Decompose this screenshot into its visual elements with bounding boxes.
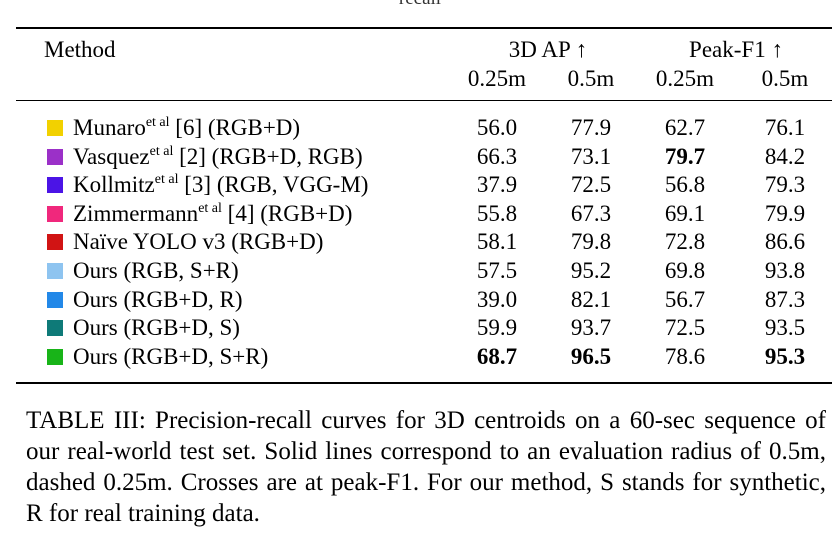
table-cell: 66.3 [476,143,518,169]
method-name-superscript: et al [149,143,174,159]
table-cell: 58.1 [476,229,518,255]
method-name: Naïve YOLO v3 (RGB+D) [73,229,323,255]
table-cell: 56.7 [664,286,706,312]
table-top-rule [16,27,832,29]
table-cell: 79.8 [570,229,612,255]
table-cell: 78.6 [664,343,706,369]
method-name-text: Munaro [73,115,146,140]
table-cell: 39.0 [476,286,518,312]
legend-swatch [47,348,63,365]
table-cell: 72.8 [664,229,706,255]
ap-group-header: 3D AP ↑ [508,37,588,62]
method-name-detail: [6] (RGB+D) [169,115,301,140]
table-cell: 68.7 [476,343,518,369]
legend-swatch [47,291,63,308]
method-name-detail: [2] (RGB+D, RGB) [173,143,363,169]
table-cell: 56.0 [476,115,518,140]
table-cell: 37.9 [476,172,518,198]
table-cell: 72.5 [664,315,706,341]
table-bottom-rule [16,382,832,384]
table-cell: 55.8 [476,200,518,226]
method-name-detail: [3] (RGB, VGG-M) [178,172,369,198]
method-name: Vasquezet al [2] (RGB+D, RGB) [73,144,363,170]
table-cell: 67.3 [570,200,612,226]
method-name-superscript: et al [154,172,179,188]
method-name: Kollmitzet al [3] (RGB, VGG-M) [73,172,368,198]
method-column-header: Method [44,37,116,62]
table-cell: 93.5 [764,315,806,341]
table-cell: 62.7 [664,115,706,140]
method-name-text: Ours (RGB, S+R) [73,258,239,283]
figure-axis-label-fragment: recall [0,0,840,10]
method-name: Ours (RGB, S+R) [73,258,239,284]
table-cell: 87.3 [764,286,806,312]
legend-swatch [47,263,63,279]
table-cell: 84.2 [764,143,806,169]
method-name: Ours (RGB+D, S+R) [73,344,268,370]
table-cell: 72.5 [570,172,612,198]
legend-swatch [47,234,63,251]
method-name: Ours (RGB+D, R) [73,287,243,313]
table-caption: TABLE III: Precision-recall curves for 3… [26,407,826,527]
f1-group-header: Peak-F1 ↑ [689,37,783,62]
f1-025-header: 0.25m [655,66,715,91]
table-cell: 56.8 [664,172,706,198]
table-cell: 73.1 [570,143,612,169]
method-name: Ours (RGB+D, S) [73,315,240,341]
table-header-rule [16,100,832,101]
method-name-text: Ours (RGB+D, S) [73,315,240,341]
f1-05-header: 0.5m [761,66,809,91]
ap-025-header: 0.25m [467,66,527,91]
method-name-text: Naïve YOLO v3 (RGB+D) [73,229,324,255]
method-name-detail: [4] (RGB+D) [221,200,353,226]
table-cell: 79.7 [664,143,706,169]
table-cell: 86.6 [764,229,806,255]
method-name-text: Ours (RGB+D, S+R) [73,343,269,369]
method-name-superscript: et al [145,115,170,130]
table-cell: 79.9 [764,200,806,226]
table-cell: 79.3 [764,172,806,198]
method-name-text: Zimmermann [73,200,199,226]
legend-swatch [47,148,63,165]
method-name: Zimmermannet al [4] (RGB+D) [73,201,352,227]
table-cell: 93.7 [570,315,612,341]
table-cell: 93.8 [764,258,806,283]
table-cell: 95.3 [764,343,806,369]
method-name-text: Ours (RGB+D, R) [73,286,243,312]
table-cell: 59.9 [476,315,518,341]
ap-05-header: 0.5m [567,66,615,91]
table-cell: 69.1 [664,200,706,226]
table-cell: 95.2 [570,258,612,283]
legend-swatch [47,120,63,136]
method-name-superscript: et al [198,200,222,216]
table-cell: 77.9 [570,115,612,140]
legend-swatch [47,205,63,222]
method-name-text: Kollmitz [73,172,155,198]
legend-swatch [47,177,63,194]
table-cell: 57.5 [476,258,518,283]
table-cell: 76.1 [764,115,806,140]
method-name: Munaroet al [6] (RGB+D) [73,115,300,141]
table-cell: 82.1 [570,286,612,312]
table-cell: 69.8 [664,258,706,283]
table-cell: 96.5 [570,343,612,369]
method-name-text: Vasquez [73,143,150,169]
legend-swatch [47,320,63,337]
